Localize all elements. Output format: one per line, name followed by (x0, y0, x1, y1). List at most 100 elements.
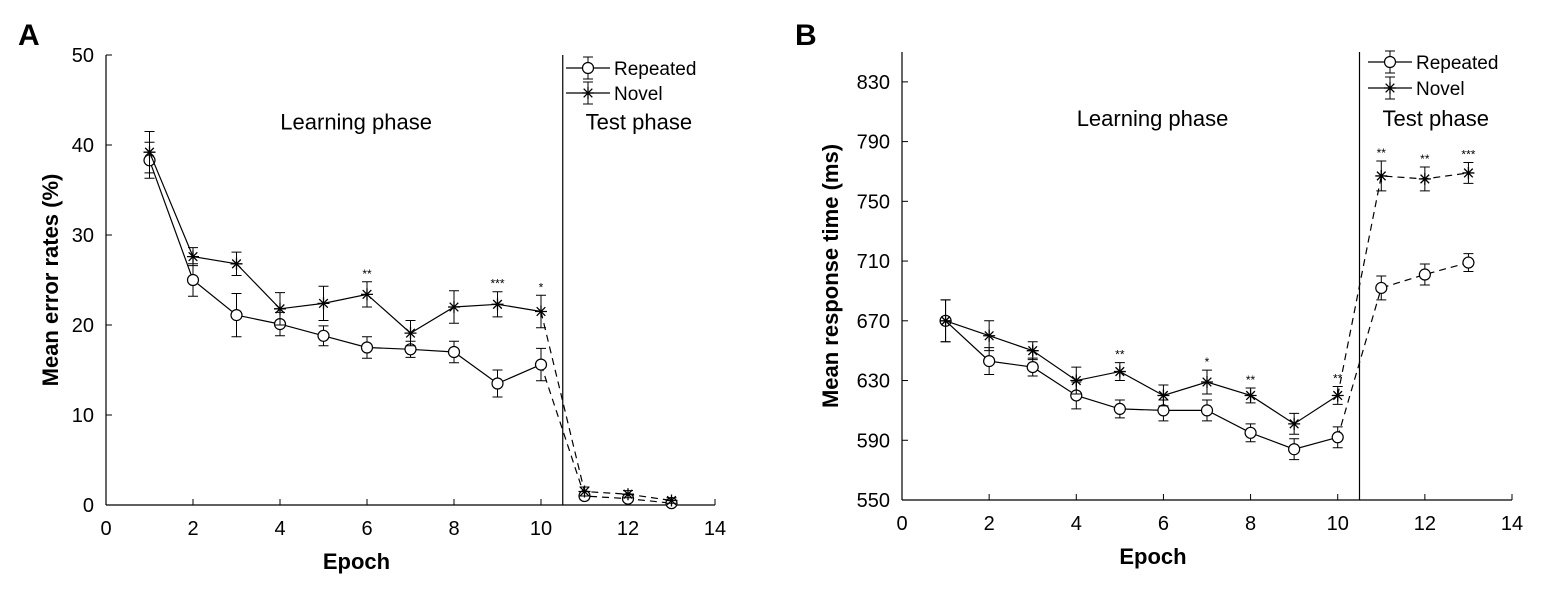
significance-marker: * (539, 280, 544, 294)
y-tick-label: 830 (857, 72, 890, 94)
x-tick-label: 4 (274, 518, 285, 540)
learning-phase-label: Learning phase (1077, 106, 1229, 131)
test-phase-label: Test phase (586, 109, 692, 134)
y-tick-label: 0 (83, 495, 94, 517)
novel-point (1113, 365, 1126, 378)
y-tick-label: 710 (857, 251, 890, 273)
novel-point (1201, 376, 1213, 389)
significance-marker: *** (1461, 148, 1475, 162)
repeated-point (534, 358, 548, 371)
legend-label-repeated: Repeated (1416, 53, 1498, 74)
repeated-point (186, 273, 200, 287)
y-tick-label: 10 (72, 405, 94, 427)
y-tick-label: 40 (72, 135, 94, 157)
x-tick-label: 0 (896, 513, 907, 535)
repeated-point (1418, 268, 1431, 281)
significance-marker: ** (1377, 146, 1387, 160)
repeated-point (1113, 402, 1126, 416)
significance-marker: ** (1333, 372, 1343, 386)
legend-label-novel: Novel (1416, 79, 1465, 100)
x-tick-label: 0 (100, 518, 111, 540)
novel-point (1244, 389, 1257, 402)
x-tick-label: 10 (1327, 513, 1349, 535)
novel-point (361, 288, 373, 301)
x-tick-label: 2 (187, 518, 198, 540)
repeated-point (230, 309, 243, 322)
novel-point (448, 301, 460, 313)
x-axis-label: Epoch (1119, 544, 1186, 569)
test-phase-label: Test phase (1383, 106, 1489, 131)
repeated-point (360, 341, 374, 354)
significance-marker: ** (362, 267, 372, 281)
significance-marker: *** (490, 277, 504, 291)
repeated-point (1331, 431, 1344, 444)
repeated-point (1200, 404, 1214, 417)
panel-b: B 0 2 4 6 8 10 12 14 550 590 630 670 710 750 790 830 Epoc… (795, 19, 1523, 569)
novel-point (578, 485, 591, 498)
novel-test-line (1337, 172, 1469, 396)
y-tick-label: 750 (857, 191, 890, 213)
y-tick-label: 670 (857, 311, 890, 333)
legend-novel-marker (1384, 82, 1396, 94)
novel-point (143, 146, 156, 159)
panel-letter: B (795, 19, 817, 52)
novel-point (1331, 389, 1344, 402)
novel-point (230, 257, 243, 270)
x-tick-label: 14 (704, 518, 726, 540)
repeated-point (491, 377, 504, 390)
y-tick-label: 590 (857, 430, 890, 452)
repeated-point (1157, 404, 1170, 417)
x-tick-label: 6 (1158, 513, 1169, 535)
repeated-point (1244, 426, 1257, 439)
y-tick-label: 550 (857, 490, 890, 512)
y-axis-label: Mean error rates (%) (38, 174, 63, 387)
repeated-point (447, 345, 461, 359)
y-tick-label: 50 (72, 45, 94, 67)
significance-marker: ** (1420, 152, 1430, 166)
novel-point (1462, 166, 1475, 179)
repeated-learning-line (148, 160, 542, 385)
novel-point (187, 250, 199, 263)
legend-novel-marker (582, 87, 594, 99)
novel-point (317, 297, 330, 310)
x-tick-label: 10 (530, 518, 552, 540)
x-tick-label: 6 (361, 518, 372, 540)
repeated-point (317, 329, 330, 342)
novel-point (535, 305, 547, 318)
novel-point (1157, 389, 1170, 402)
novel-point (491, 298, 504, 311)
x-tick-label: 2 (984, 513, 995, 535)
x-tick-label: 4 (1071, 513, 1082, 535)
novel-point (939, 314, 952, 327)
novel-point (1288, 417, 1301, 430)
significance-marker: * (1205, 355, 1210, 369)
legend-repeated-marker (581, 61, 595, 75)
repeated-point (1026, 360, 1039, 374)
legend-repeated-marker (1383, 55, 1397, 69)
novel-test-line (540, 311, 672, 502)
x-tick-label: 14 (1501, 513, 1523, 535)
panel-a: A 0 2 4 6 8 10 12 14 0 10 20 30 40 50 Epoch Mean error r… (18, 19, 726, 574)
repeated-learning-line (945, 320, 1338, 450)
repeated-point (1288, 443, 1301, 456)
significance-marker: ** (1246, 373, 1256, 387)
panel-letter: A (18, 19, 40, 52)
x-axis-label: Epoch (323, 549, 390, 574)
novel-point (1070, 374, 1083, 387)
x-tick-label: 12 (617, 518, 639, 540)
legend-label-repeated: Repeated (614, 59, 696, 80)
repeated-point (1462, 256, 1475, 269)
x-tick-label: 8 (448, 518, 459, 540)
novel-point (274, 302, 286, 315)
x-tick-label: 12 (1414, 513, 1436, 535)
learning-phase-label: Learning phase (280, 109, 432, 134)
significance-marker: ** (1115, 348, 1125, 362)
novel-point (404, 327, 417, 340)
y-tick-label: 30 (72, 225, 94, 247)
novel-point (1375, 169, 1388, 182)
y-tick-label: 630 (857, 371, 890, 393)
repeated-point (1375, 281, 1388, 295)
novel-point (983, 329, 996, 342)
y-tick-label: 790 (857, 132, 890, 154)
